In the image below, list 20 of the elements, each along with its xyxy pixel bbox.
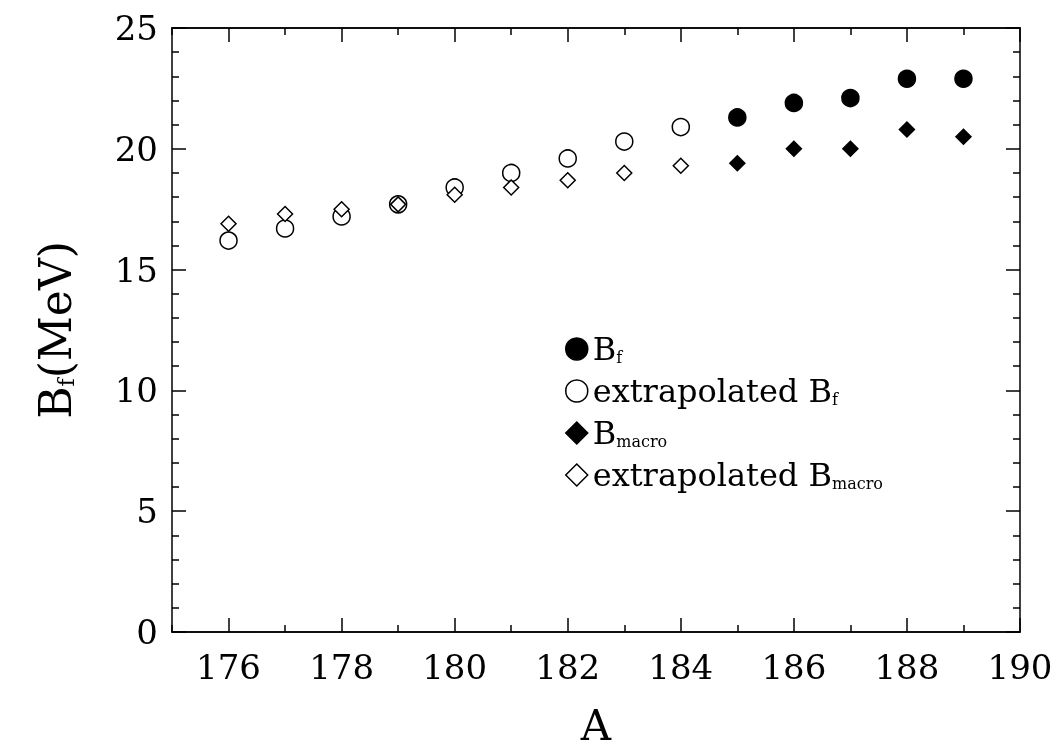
legend-label: Bf	[592, 330, 624, 368]
y-tick-label: 15	[114, 249, 158, 290]
legend-label: extrapolated Bmacro	[592, 456, 883, 494]
legend-label: extrapolated Bf	[592, 372, 839, 410]
y-tick-label: 10	[114, 370, 158, 411]
x-tick-label: 182	[535, 647, 601, 687]
x-tick-label: 186	[761, 647, 827, 687]
x-tick-label: 188	[874, 647, 940, 687]
x-tick-label: 184	[648, 647, 714, 687]
x-tick-label: 176	[196, 647, 261, 687]
y-tick-label: 0	[136, 612, 158, 652]
y-axis-title: Bf(MeV)	[29, 241, 81, 419]
y-tick-label: 25	[114, 8, 158, 48]
x-axis-title: A	[579, 700, 612, 750]
x-tick-label: 178	[309, 647, 375, 687]
x-tick-label: 180	[422, 647, 488, 687]
legend-label: Bmacro	[592, 414, 668, 452]
y-tick-label: 5	[136, 491, 158, 532]
x-tick-label: 190	[987, 647, 1053, 687]
y-tick-label: 20	[114, 128, 158, 169]
